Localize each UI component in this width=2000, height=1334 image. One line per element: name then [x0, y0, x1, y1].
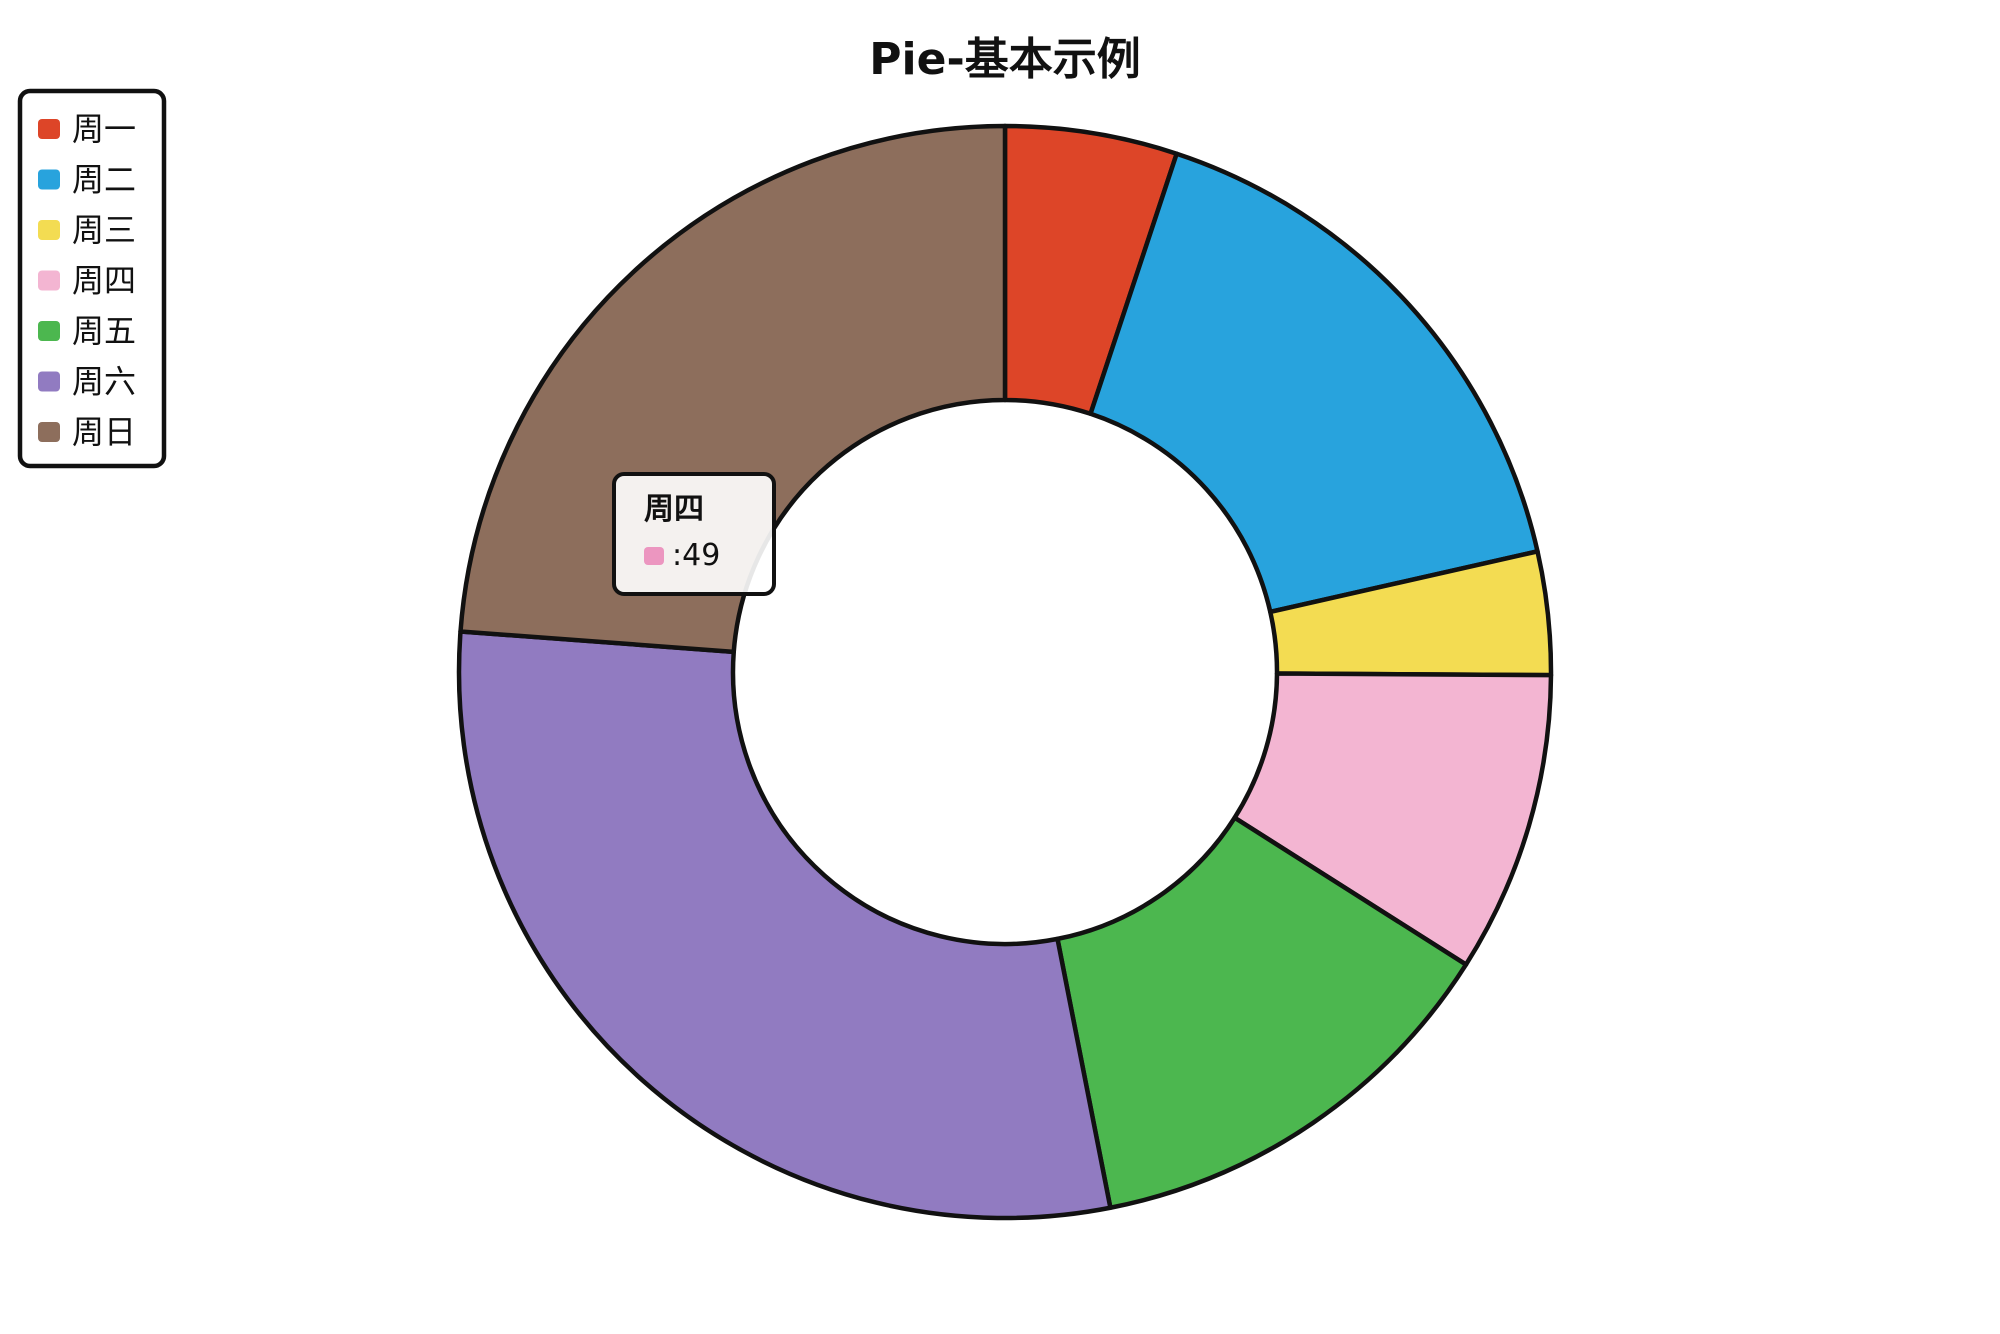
pie-slice-5[interactable] — [1055, 815, 1469, 1210]
legend-item-5[interactable]: 周五 — [38, 312, 136, 350]
chart-title: Pie-基本示例 — [869, 34, 1140, 85]
legend-item-3[interactable]: 周三 — [38, 211, 136, 249]
legend-label: 周三 — [72, 211, 136, 249]
legend-label: 周一 — [72, 110, 136, 148]
pie-slice-2[interactable] — [1088, 151, 1540, 615]
legend-swatch — [38, 371, 60, 392]
legend-swatch — [38, 169, 60, 190]
legend-swatch — [38, 270, 60, 291]
tooltip-separator: : — [672, 538, 683, 573]
tooltip-row: : 49 — [644, 534, 772, 578]
legend-label: 周五 — [72, 312, 136, 350]
pie-slice-6[interactable] — [456, 629, 1113, 1221]
legend-label: 周二 — [72, 161, 136, 199]
legend-item-4[interactable]: 周四 — [38, 262, 136, 300]
legend-item-1[interactable]: 周一 — [38, 110, 136, 148]
pie-slices — [456, 123, 1554, 1221]
legend-item-6[interactable]: 周六 — [38, 363, 136, 401]
legend-swatch — [38, 119, 60, 139]
tooltip-value: 49 — [682, 538, 721, 573]
legend-item-7[interactable]: 周日 — [38, 413, 136, 451]
tooltip-title: 周四 — [644, 492, 704, 527]
tooltip: 周四 : 49 — [612, 472, 776, 596]
legend-swatch — [38, 422, 60, 442]
legend-label: 周六 — [72, 363, 136, 401]
tooltip-swatch — [644, 547, 664, 565]
legend-label: 周四 — [72, 262, 136, 300]
legend-swatch — [38, 220, 60, 240]
pie-slice-7[interactable] — [458, 123, 1008, 655]
legend-swatch — [38, 321, 60, 341]
legend-item-2[interactable]: 周二 — [38, 161, 136, 199]
legend-label: 周日 — [72, 413, 136, 451]
